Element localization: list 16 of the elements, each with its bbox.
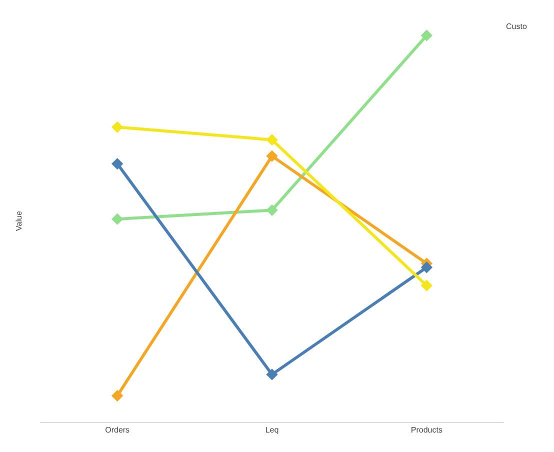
point xyxy=(420,262,433,274)
point xyxy=(266,368,278,380)
point xyxy=(420,280,433,292)
x-tick-label: Orders xyxy=(105,426,130,435)
point xyxy=(266,134,278,146)
point xyxy=(420,30,433,42)
point xyxy=(111,390,124,402)
x-tick-label: Products xyxy=(410,426,442,435)
point xyxy=(266,204,278,216)
y-axis-title: Value xyxy=(14,210,24,231)
point xyxy=(111,158,124,170)
text: Custo xyxy=(506,22,528,31)
point xyxy=(111,213,124,225)
point xyxy=(266,150,278,162)
x-tick-label: Leq xyxy=(265,426,279,435)
point xyxy=(111,121,124,133)
